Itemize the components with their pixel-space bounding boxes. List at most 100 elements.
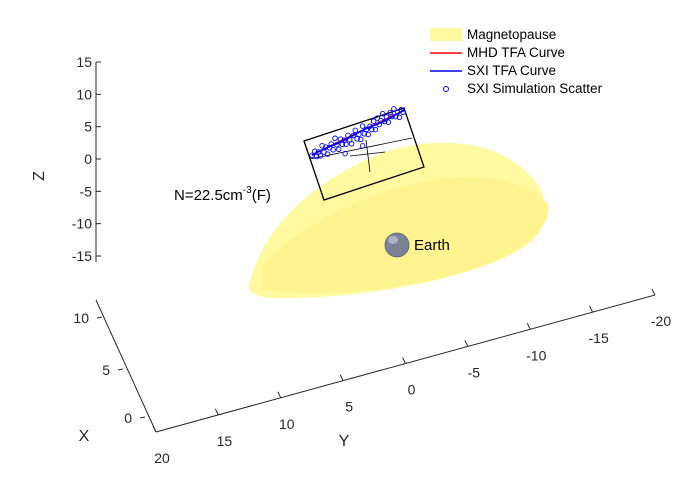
scatter-point	[332, 135, 338, 142]
scatter-point	[365, 131, 371, 138]
scatter-point	[372, 126, 379, 133]
z-tick-label: 0	[84, 151, 92, 167]
y-tick-label: 5	[345, 399, 353, 415]
y-tick-mark	[339, 374, 344, 381]
scatter-point	[350, 132, 357, 139]
legend-label-mhd: MHD TFA Curve	[467, 45, 565, 60]
scatter-point	[374, 115, 381, 121]
magnetopause-inner	[262, 177, 549, 293]
scatter-point	[356, 131, 362, 138]
z-axis-label: Z	[31, 171, 48, 181]
density-annotation: N=22.5cm-3(F)	[174, 185, 271, 204]
scatter-point	[396, 114, 403, 121]
legend-swatch-magnetopause	[430, 28, 462, 41]
scatter-point	[385, 119, 392, 125]
scatter-point	[334, 141, 340, 148]
scatter-point	[345, 132, 351, 139]
scatter-point	[389, 113, 395, 120]
scatter-point	[352, 127, 358, 134]
z-tick-label: 10	[76, 86, 92, 102]
sxi-box-inner-2	[365, 139, 371, 173]
density-annotation-suffix: (F)	[252, 187, 271, 204]
scatter-point	[343, 141, 349, 148]
earth-sphere	[384, 232, 410, 258]
sxi-box-outline	[303, 107, 425, 201]
x-tick-mark	[139, 416, 146, 419]
scatter-point	[328, 141, 335, 147]
legend-label-magnetopause: Magnetopause	[467, 27, 556, 42]
density-annotation-base: N=22.5cm	[174, 187, 243, 204]
y-axis-ticks: 20 15 10 5 0 -5 -10 -15 -20	[152, 288, 671, 466]
y-tick-mark	[402, 357, 406, 364]
x-tick-mark	[117, 368, 124, 371]
scatter-point	[312, 148, 318, 155]
y-axis-label: Y	[339, 433, 350, 450]
sxi-box-inner-3	[349, 151, 386, 157]
y-tick-label: -15	[589, 330, 609, 346]
earth-highlight	[388, 236, 398, 244]
scatter-point	[369, 126, 375, 133]
scatter-point	[323, 144, 329, 150]
y-tick-label: 20	[154, 450, 170, 466]
x-axis-line	[95, 299, 157, 433]
z-tick-label: -15	[72, 248, 92, 264]
scatter-point	[330, 147, 336, 153]
density-annotation-sup: -3	[243, 185, 252, 196]
z-tick-label: -5	[80, 183, 93, 199]
legend-label-scatter: SXI Simulation Scatter	[467, 81, 603, 96]
sxi-scatter-points	[309, 106, 406, 160]
sxi-fov-box	[303, 106, 425, 201]
y-tick-mark	[589, 305, 594, 313]
scatter-point	[370, 118, 377, 124]
x-axis-ticks: 0 5 10	[73, 310, 146, 426]
z-tick-label: -10	[72, 216, 92, 232]
y-tick-label: 15	[217, 433, 233, 449]
x-axis-label: X	[79, 428, 90, 445]
x-tick-mark	[96, 316, 103, 319]
scatter-point	[392, 113, 399, 120]
scatter-point	[335, 146, 342, 153]
scatter-point	[363, 126, 370, 133]
scatter-point	[354, 136, 360, 142]
y-tick-mark	[651, 288, 656, 296]
legend-swatch-scatter	[443, 86, 449, 92]
scatter-point	[342, 150, 348, 157]
x-tick-label: 0	[124, 410, 132, 426]
y-tick-label: 10	[279, 416, 295, 432]
scatter-point	[383, 114, 390, 120]
y-tick-label: -10	[526, 347, 546, 363]
y-tick-mark	[152, 425, 157, 433]
scatter-point	[361, 131, 368, 137]
sxi-box-inner-1	[309, 137, 413, 160]
legend-label-sxi: SXI TFA Curve	[467, 63, 556, 78]
y-tick-mark	[277, 391, 282, 398]
y-tick-label: 0	[408, 382, 416, 398]
x-tick-label: 5	[102, 362, 110, 378]
y-tick-label: -20	[651, 313, 671, 329]
y-tick-mark	[526, 323, 531, 330]
scatter-point	[313, 153, 320, 160]
scatter-point	[359, 143, 366, 149]
z-tick-label: 5	[84, 119, 92, 135]
y-tick-mark	[214, 408, 219, 416]
scatter-point	[324, 151, 331, 157]
y-tick-mark	[464, 340, 469, 347]
scatter-point	[337, 136, 344, 142]
legend: Magnetopause MHD TFA Curve SXI TFA Curve…	[430, 27, 603, 96]
z-tick-label: 15	[76, 54, 92, 70]
scatter-point	[317, 153, 324, 159]
y-tick-label: -5	[468, 364, 481, 380]
scatter-point	[391, 106, 397, 112]
scatter-point	[381, 118, 388, 125]
scatter-point	[359, 123, 366, 129]
scatter-point	[380, 110, 386, 117]
scatter-point	[400, 109, 406, 116]
earth-label: Earth	[414, 237, 450, 254]
scatter-point	[348, 141, 355, 147]
z-axis-ticks: 15 10 5 0 -5 -10 -15	[72, 54, 101, 264]
x-tick-label: 10	[73, 310, 89, 326]
scatter-point	[358, 136, 364, 143]
magnetopause-surface	[248, 142, 549, 299]
